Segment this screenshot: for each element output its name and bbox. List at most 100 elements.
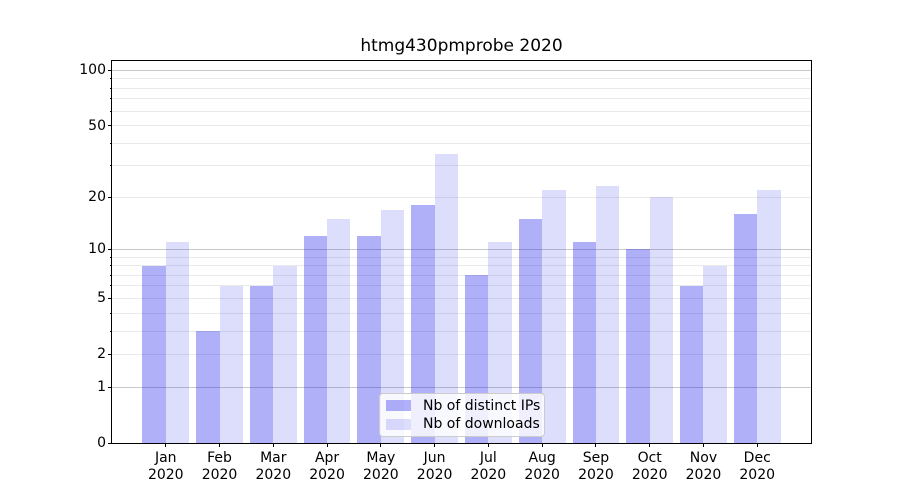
x-axis-tick	[272, 443, 274, 447]
y-axis-minor-tick	[109, 87, 112, 89]
gridline-minor	[112, 165, 811, 167]
x-axis-tick	[487, 443, 489, 447]
bar-downloads-nov	[703, 265, 727, 443]
gridline-minor	[112, 110, 811, 112]
y-axis-minor-tick	[109, 110, 112, 112]
x-axis-tick	[702, 443, 704, 447]
gridline-minor	[112, 312, 811, 314]
y-axis-minor-tick	[109, 274, 112, 276]
bar-downloads-feb	[219, 285, 243, 443]
gridline-minor	[112, 265, 811, 267]
gridline-minor	[112, 330, 811, 332]
bar-downloads-apr	[327, 219, 351, 443]
bar-ips-mar	[249, 285, 274, 443]
gridline-minor	[112, 98, 811, 100]
x-tick-label: Jun 2020	[416, 450, 453, 483]
y-axis-minor-tick	[109, 312, 112, 314]
x-tick-label: Jul 2020	[470, 450, 507, 483]
y-tick-label: 0	[97, 435, 106, 451]
bar-downloads-jun	[434, 153, 458, 443]
gridline-minor	[112, 78, 811, 80]
x-axis-tick	[165, 443, 167, 447]
y-tick-label: 20	[88, 189, 106, 206]
x-tick-label: Mar 2020	[255, 450, 292, 483]
bar-ips-jan	[142, 265, 166, 443]
bar-downloads-sep	[595, 186, 620, 443]
bar-downloads-aug	[542, 189, 566, 443]
x-tick-label: Oct 2020	[631, 450, 668, 483]
x-axis-tick	[541, 443, 543, 447]
bar-ips-may	[357, 235, 381, 443]
y-axis-minor-tick	[109, 256, 112, 258]
legend-label-ips: Nb of distinct IPs	[423, 397, 541, 414]
gridline-major	[112, 69, 811, 71]
bar-ips-oct	[626, 249, 650, 443]
legend-swatch-ips	[386, 400, 411, 412]
y-tick-label: 10	[88, 241, 106, 258]
gridline-minor	[112, 87, 811, 89]
y-tick-label: 100	[79, 62, 106, 79]
legend-item-downloads: Nb of downloads	[386, 415, 540, 433]
bar-downloads-dec	[757, 189, 781, 443]
legend-swatch-downloads	[386, 418, 411, 430]
x-axis-tick	[649, 443, 651, 447]
bar-downloads-jul	[488, 242, 512, 443]
x-axis-tick	[380, 443, 382, 447]
x-axis-tick	[219, 443, 221, 447]
gridline-minor	[112, 285, 811, 287]
bar-ips-sep	[572, 242, 596, 443]
legend-item-distinct-ips: Nb of distinct IPs	[386, 397, 541, 415]
bar-ips-dec	[733, 214, 758, 443]
gridline-minor	[112, 256, 811, 258]
y-axis-minor-tick	[109, 165, 112, 167]
x-tick-label: Jan 2020	[147, 450, 184, 483]
y-axis-tick	[108, 442, 112, 444]
y-axis-minor-tick	[109, 142, 112, 144]
y-axis-minor-tick	[109, 125, 112, 127]
gridline-minor	[112, 274, 811, 276]
x-axis-tick	[326, 443, 328, 447]
bar-downloads-jan	[165, 242, 190, 443]
gridline-major	[112, 386, 811, 388]
bar-downloads-oct	[649, 197, 674, 443]
y-axis-tick	[108, 248, 112, 250]
x-tick-label: Feb 2020	[201, 450, 238, 483]
y-tick-label: 5	[97, 290, 106, 307]
gridline-minor	[112, 125, 811, 127]
x-axis-tick	[756, 443, 758, 447]
y-tick-label: 2	[97, 346, 106, 363]
x-tick-label: Aug 2020	[524, 450, 560, 483]
plot-area	[112, 61, 811, 443]
x-tick-label: Nov 2020	[685, 450, 722, 483]
x-tick-label: Apr 2020	[309, 450, 345, 483]
x-axis-tick	[434, 443, 436, 447]
y-axis-minor-tick	[109, 196, 112, 198]
gridline-minor	[112, 297, 811, 299]
bar-ips-apr	[303, 235, 328, 443]
bar-ips-feb	[196, 331, 220, 443]
gridline-minor	[112, 353, 811, 355]
x-axis-tick	[595, 443, 597, 447]
bar-ips-aug	[518, 219, 543, 443]
bar-ips-nov	[680, 285, 704, 443]
y-axis-tick	[108, 69, 112, 71]
bar-downloads-mar	[273, 265, 297, 443]
y-axis-minor-tick	[109, 330, 112, 332]
y-axis-minor-tick	[109, 78, 112, 80]
x-tick-label: Dec 2020	[739, 450, 776, 483]
x-tick-label: May 2020	[363, 450, 399, 483]
y-axis-minor-tick	[109, 98, 112, 100]
y-axis-minor-tick	[109, 297, 112, 299]
y-axis-minor-tick	[109, 285, 112, 287]
bar-ips-jun	[411, 205, 435, 443]
gridline-minor	[112, 142, 811, 144]
y-tick-label: 50	[88, 117, 106, 134]
y-axis-minor-tick	[109, 353, 112, 355]
gridline-minor	[112, 196, 811, 198]
legend: Nb of distinct IPs Nb of downloads	[379, 393, 545, 437]
y-tick-label: 1	[97, 379, 106, 396]
bar-downloads-may	[380, 209, 405, 443]
chart-title: htmg430pmprobe 2020	[360, 36, 563, 56]
x-tick-label: Sep 2020	[578, 450, 614, 483]
